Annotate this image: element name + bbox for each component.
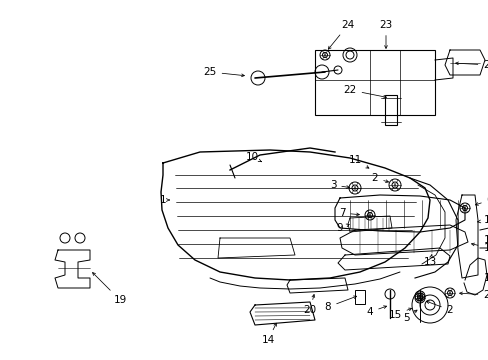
Text: 12: 12 [470,243,488,253]
Text: 22: 22 [343,85,386,98]
Text: 3: 3 [329,180,349,190]
Text: 16: 16 [482,273,488,283]
Text: 19: 19 [92,273,126,305]
Text: 5: 5 [402,310,416,323]
Text: 13: 13 [423,254,436,267]
Text: 6: 6 [474,195,488,205]
Text: 25: 25 [203,67,244,77]
Bar [384,95,396,125]
Text: 26: 26 [459,290,488,300]
Text: 23: 23 [379,20,392,48]
Text: 11: 11 [347,155,368,168]
Text: 15: 15 [387,308,411,320]
Text: 8: 8 [324,296,356,312]
Text: 21: 21 [455,60,488,70]
Text: 14: 14 [261,323,276,345]
Text: 20: 20 [303,294,316,315]
Text: 2: 2 [426,301,452,315]
Text: 1: 1 [160,195,169,205]
Text: 10: 10 [245,152,261,162]
Text: 7: 7 [338,208,359,218]
Text: 2: 2 [371,173,388,183]
Text: 9: 9 [336,223,348,233]
Bar [314,50,434,115]
Text: 24: 24 [327,20,354,49]
Bar [354,290,364,304]
Text: 17: 17 [482,235,488,245]
Text: 18: 18 [477,215,488,225]
Text: 4: 4 [366,306,386,317]
